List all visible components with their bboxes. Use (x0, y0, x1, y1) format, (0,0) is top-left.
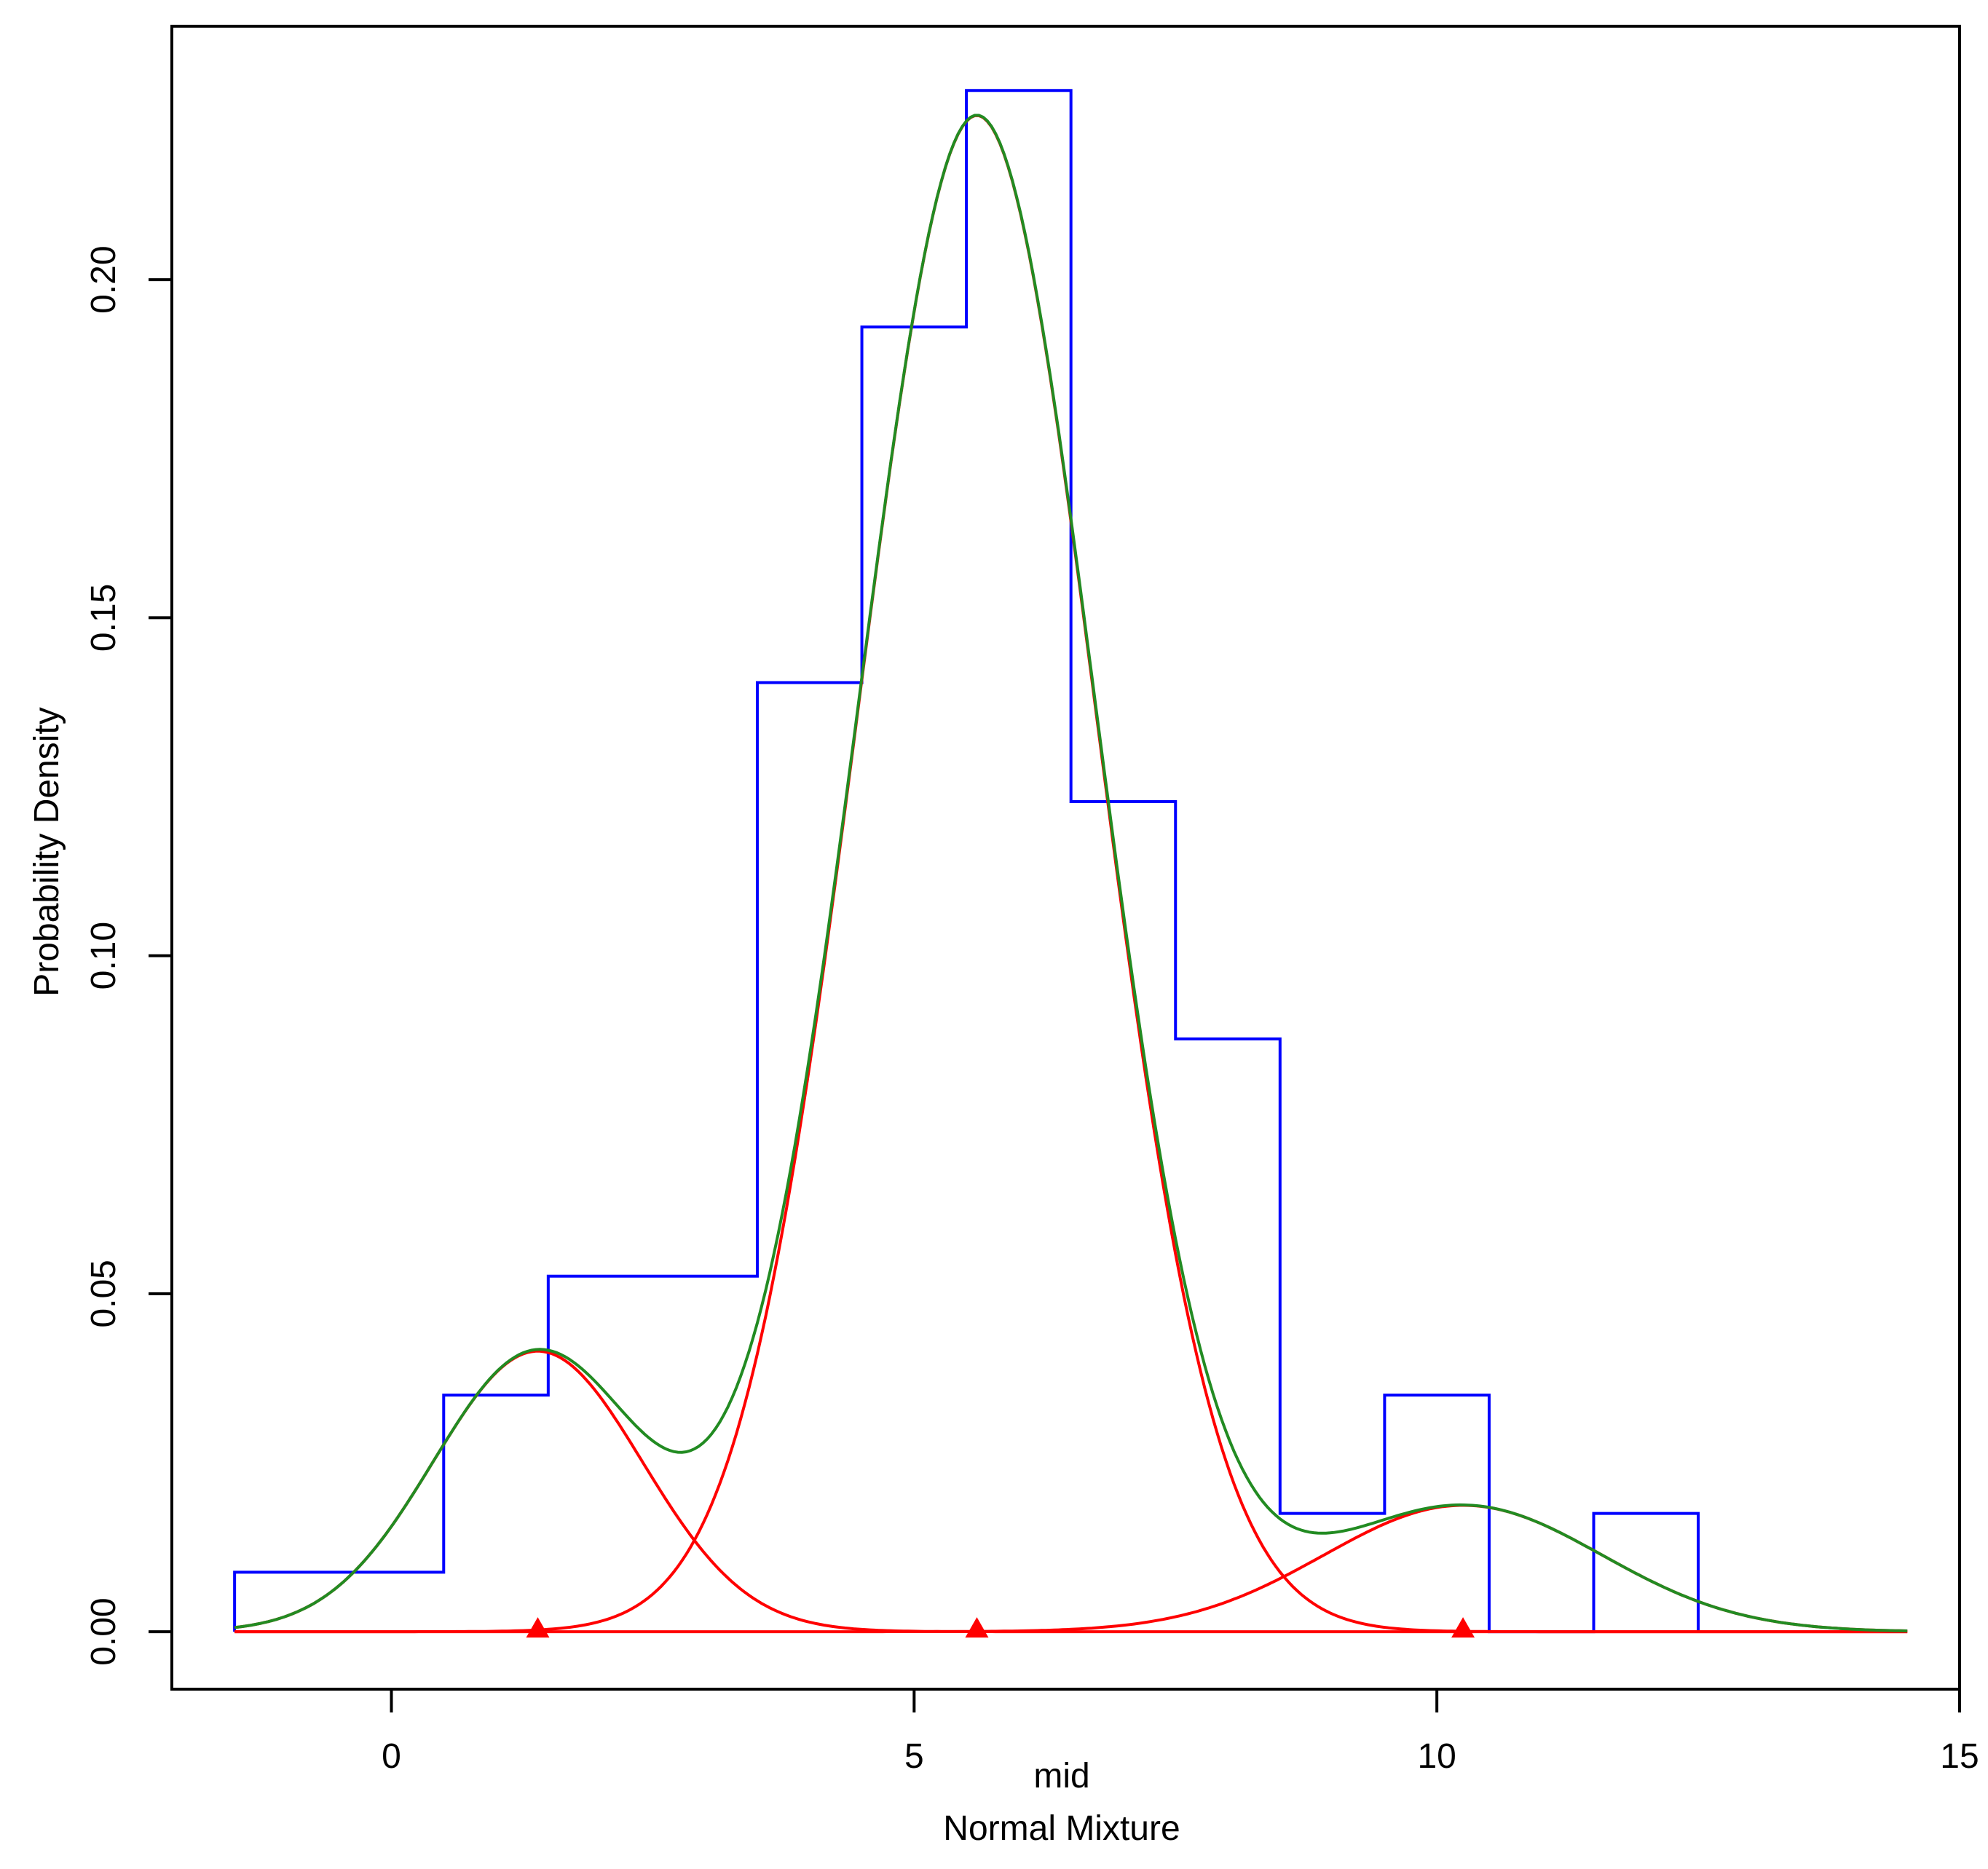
x-tick-label-10: 10 (1417, 1737, 1456, 1776)
x-axis-sublabel: Normal Mixture (943, 1809, 1180, 1848)
component-curve-1 (234, 1349, 1908, 1634)
component-mean-markers (526, 1617, 1475, 1638)
histogram-bar (548, 1276, 757, 1632)
mixture-density (234, 114, 1908, 1632)
component-curve-3 (234, 1504, 1908, 1634)
y-tick-label-0.05: 0.05 (84, 1260, 123, 1327)
mixture-density-curve (234, 114, 1908, 1632)
mean-marker-1 (526, 1617, 550, 1638)
x-axis-label: mid (1033, 1757, 1089, 1795)
x-tick-label-15: 15 (1940, 1737, 1979, 1776)
y-axis-label: Probability Density (28, 707, 66, 997)
y-tick-label-0.10: 0.10 (84, 922, 123, 989)
y-axis: 0.00 0.05 0.10 0.15 0.20 (84, 245, 173, 1666)
y-tick-label-0.00: 0.00 (84, 1597, 123, 1665)
histogram-bar (966, 90, 1071, 1632)
histogram-outline (233, 89, 1700, 1634)
y-tick-label-0.20: 0.20 (84, 245, 123, 313)
histogram-bar (862, 327, 967, 1632)
histogram-bar (443, 1395, 548, 1632)
x-tick-label-5: 5 (904, 1737, 924, 1776)
histogram-bar (1594, 1514, 1699, 1632)
mean-marker-3 (1451, 1617, 1475, 1638)
histogram (233, 89, 1700, 1634)
histogram-bar (757, 683, 862, 1632)
x-axis: 0 5 10 15 (382, 1688, 1979, 1776)
y-tick-label-0.15: 0.15 (84, 584, 123, 652)
x-tick-label-0: 0 (382, 1737, 401, 1776)
plot-frame (170, 25, 1961, 1691)
mean-marker-2 (965, 1617, 989, 1638)
